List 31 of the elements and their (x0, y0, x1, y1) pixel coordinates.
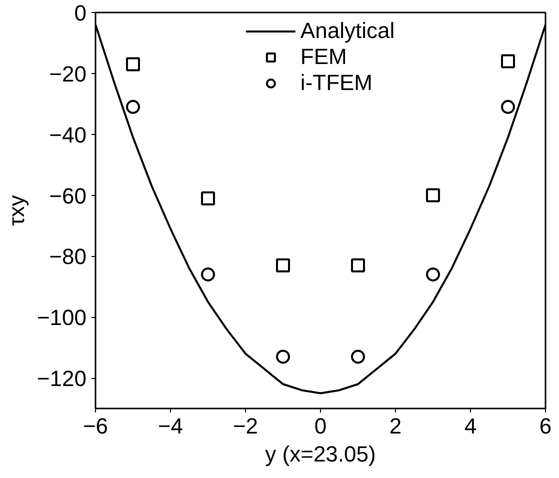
x-tick-label: 4 (464, 414, 477, 438)
x-axis-title: y (x=23.05) (265, 442, 376, 466)
x-tick-label: −4 (158, 414, 184, 438)
point (351, 258, 365, 272)
point (201, 267, 215, 282)
y-tick-label: −60 (49, 183, 87, 208)
y-axis-title: τxy (4, 195, 29, 226)
point (426, 267, 440, 282)
legend-label: i-TFEM (300, 70, 373, 96)
point (276, 350, 290, 364)
point (426, 188, 440, 202)
y-tick-label: −100 (36, 305, 87, 330)
legend-label: Analytical (300, 18, 395, 44)
x-tick-label: −2 (232, 414, 258, 438)
y-tick-label: −20 (49, 61, 87, 86)
x-tick-label: 6 (539, 414, 552, 438)
x-tick-label: 0 (314, 414, 327, 438)
y-tick-label: −120 (36, 366, 87, 392)
point (501, 100, 515, 114)
x-tick-label: −6 (82, 414, 108, 438)
x-tick-label: 2 (389, 414, 402, 438)
legend-label: FEM (300, 44, 347, 70)
y-tick-label: −80 (49, 244, 87, 270)
point (276, 258, 290, 272)
y-tick-label: 0 (74, 0, 87, 26)
point (501, 54, 515, 68)
point (201, 191, 215, 206)
point (126, 100, 140, 114)
y-tick-label: −40 (49, 122, 87, 148)
point (351, 350, 365, 364)
point (126, 57, 140, 72)
